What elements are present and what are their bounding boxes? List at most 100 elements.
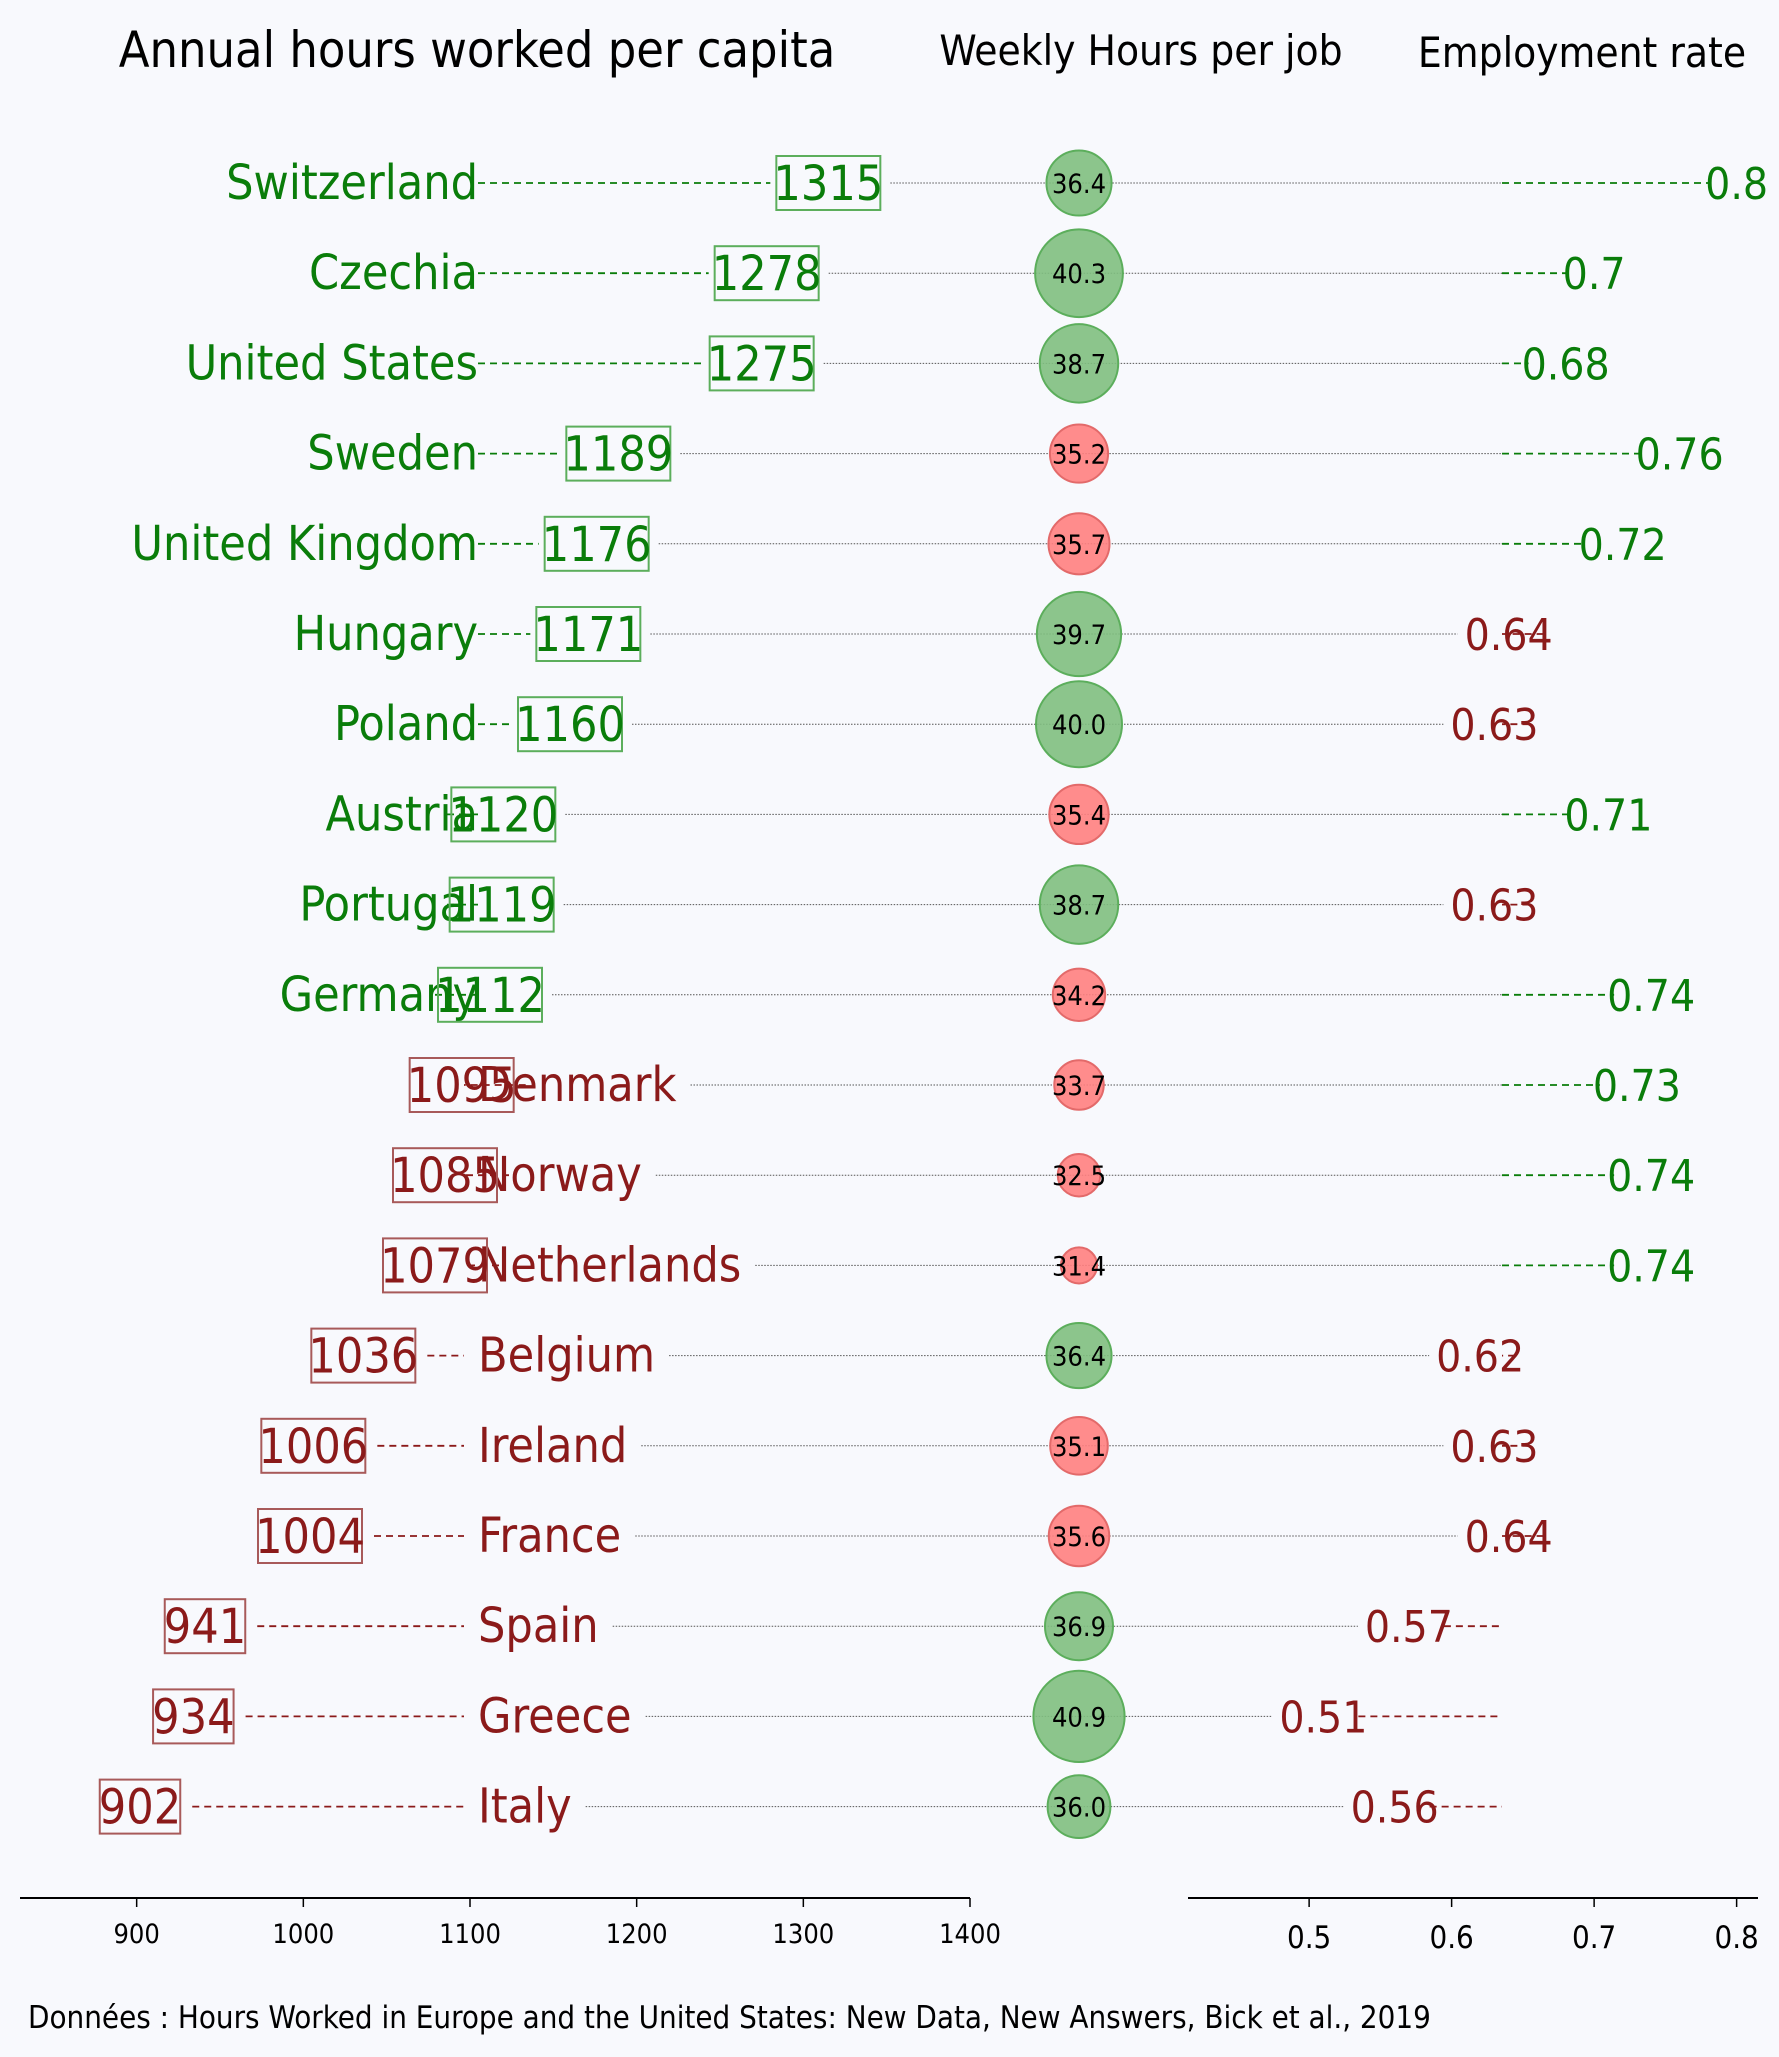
row-spain: Spain 941 36.9 0.57 bbox=[163, 1591, 1502, 1662]
row-belgium: Belgium 1036 36.4 0.62 bbox=[308, 1322, 1524, 1390]
hours-value: 1189 bbox=[563, 427, 673, 483]
country-label: United Kingdom bbox=[131, 516, 478, 572]
hours-value: 1119 bbox=[447, 878, 557, 934]
hours-value: 1095 bbox=[407, 1058, 517, 1114]
row-poland: Poland 1160 40.0 0.63 bbox=[334, 680, 1538, 769]
employment-value: 0.73 bbox=[1593, 1061, 1681, 1112]
weekly-value: 40.9 bbox=[1052, 1702, 1106, 1733]
row-ireland: Ireland 1006 35.1 0.63 bbox=[258, 1416, 1538, 1476]
employment-value: 0.72 bbox=[1579, 520, 1667, 571]
weekly-value: 36.9 bbox=[1052, 1612, 1106, 1643]
weekly-bubble bbox=[1045, 149, 1113, 217]
country-label: Belgium bbox=[478, 1328, 655, 1384]
hours-box bbox=[310, 1327, 417, 1384]
row-switzerland: Switzerland 1315 36.4 0.8 bbox=[226, 149, 1768, 217]
weekly-value: 33.7 bbox=[1052, 1071, 1106, 1102]
country-label: Poland bbox=[334, 696, 478, 752]
country-label: Italy bbox=[478, 1779, 572, 1835]
hours-box bbox=[535, 606, 642, 662]
hours-box bbox=[392, 1147, 498, 1204]
country-label: Czechia bbox=[309, 245, 478, 301]
weekly-value: 36.4 bbox=[1052, 1342, 1106, 1373]
hours-value: 1176 bbox=[542, 517, 652, 573]
left-tick-label: 1400 bbox=[939, 1919, 1001, 1950]
hours-box bbox=[260, 1417, 367, 1474]
weekly-value: 38.7 bbox=[1052, 349, 1106, 380]
weekly-value: 40.0 bbox=[1052, 710, 1106, 741]
weekly-value: 35.2 bbox=[1052, 440, 1106, 471]
weekly-bubble bbox=[1038, 323, 1120, 404]
country-label: Switzerland bbox=[226, 155, 478, 211]
hours-box bbox=[163, 1598, 247, 1655]
weekly-value: 34.2 bbox=[1052, 981, 1106, 1012]
employment-value: 0.57 bbox=[1365, 1602, 1453, 1653]
employment-value: 0.64 bbox=[1465, 610, 1553, 661]
weekly-bubble bbox=[1053, 1059, 1105, 1111]
hours-value: 1315 bbox=[773, 156, 883, 212]
hours-value: 1275 bbox=[707, 336, 817, 392]
country-label: France bbox=[478, 1508, 621, 1564]
weekly-value: 36.4 bbox=[1052, 169, 1106, 200]
weekly-bubble bbox=[1035, 590, 1123, 678]
weekly-bubble bbox=[1048, 423, 1110, 484]
weekly-value: 36.0 bbox=[1052, 1793, 1106, 1824]
hours-box bbox=[517, 696, 623, 753]
weekly-value: 35.7 bbox=[1052, 530, 1106, 561]
weekly-bubble bbox=[1059, 1246, 1099, 1285]
row-united-kingdom: United Kingdom 1176 35.7 0.72 bbox=[131, 512, 1667, 576]
weekly-value: 38.7 bbox=[1052, 891, 1106, 922]
rows-layer: Switzerland 1315 36.4 0.8 Czechia 1278 40.3 0.7… bbox=[98, 149, 1768, 1839]
weekly-bubble bbox=[1038, 864, 1120, 945]
hours-box bbox=[775, 155, 882, 211]
hours-box bbox=[708, 335, 815, 392]
row-united-states: United States 1275 38.7 0.68 bbox=[186, 323, 1610, 404]
employment-value: 0.63 bbox=[1450, 700, 1538, 751]
weekly-value: 32.5 bbox=[1052, 1161, 1106, 1192]
weekly-value: 35.6 bbox=[1052, 1522, 1106, 1553]
employment-value: 0.56 bbox=[1351, 1783, 1439, 1834]
hours-box bbox=[152, 1688, 235, 1745]
hours-box bbox=[450, 786, 557, 843]
weekly-value: 40.3 bbox=[1052, 259, 1106, 290]
weekly-bubble bbox=[1045, 1322, 1113, 1390]
weekly-bubble bbox=[1046, 1774, 1112, 1839]
hours-value: 1171 bbox=[533, 607, 643, 663]
left-tick-label: 900 bbox=[113, 1919, 159, 1950]
row-sweden: Sweden 1189 35.2 0.76 bbox=[307, 423, 1724, 484]
country-label: Greece bbox=[478, 1688, 632, 1744]
weekly-hours-title: Weekly Hours per job bbox=[939, 26, 1342, 75]
row-czechia: Czechia 1278 40.3 0.7 bbox=[309, 228, 1626, 319]
right-tick-label: 0.7 bbox=[1572, 1920, 1616, 1956]
employment-value: 0.76 bbox=[1636, 430, 1724, 481]
weekly-bubble bbox=[1032, 1669, 1126, 1764]
hours-value: 1036 bbox=[308, 1329, 418, 1385]
employment-value: 0.64 bbox=[1465, 1512, 1553, 1563]
hours-box bbox=[565, 425, 672, 482]
hours-value: 1120 bbox=[448, 787, 558, 843]
weekly-bubble bbox=[1051, 967, 1107, 1022]
weekly-value: 39.7 bbox=[1052, 620, 1106, 651]
employment-value: 0.74 bbox=[1607, 1151, 1695, 1202]
weekly-bubble bbox=[1035, 680, 1123, 769]
hours-value: 902 bbox=[99, 1780, 181, 1836]
country-label: Germany bbox=[280, 967, 478, 1023]
hours-value: 1112 bbox=[435, 968, 545, 1024]
source-note: Données : Hours Worked in Europe and the… bbox=[28, 2000, 1431, 2036]
employment-value: 0.74 bbox=[1607, 971, 1695, 1022]
left-tick-label: 1000 bbox=[272, 1919, 334, 1950]
row-greece: Greece 934 40.9 0.51 bbox=[152, 1669, 1502, 1764]
hours-box bbox=[257, 1508, 363, 1564]
left-tick-label: 1100 bbox=[439, 1919, 501, 1950]
employment-value: 0.74 bbox=[1607, 1241, 1695, 1292]
weekly-bubble bbox=[1048, 783, 1110, 846]
weekly-bubble bbox=[1034, 228, 1124, 319]
hours-box bbox=[437, 966, 543, 1023]
employment-value: 0.8 bbox=[1705, 159, 1768, 210]
hours-box bbox=[98, 1778, 182, 1835]
